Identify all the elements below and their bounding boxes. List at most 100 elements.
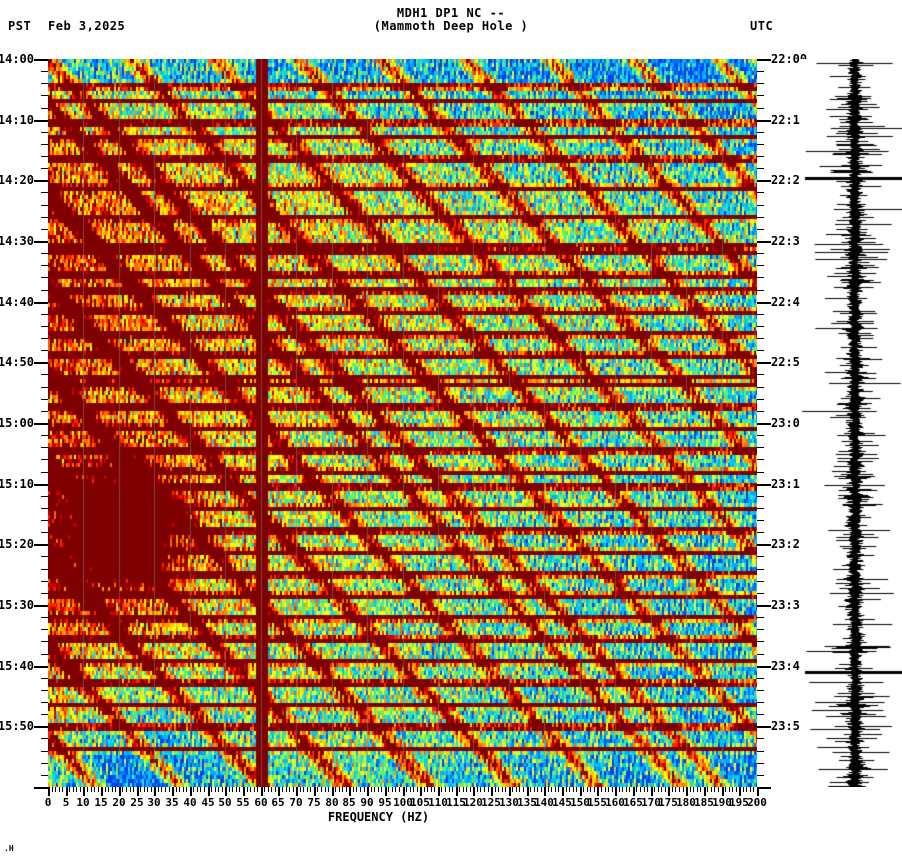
frequency-minor-tick (321, 787, 322, 792)
frequency-minor-tick (140, 787, 141, 792)
time-axis-minor-tick (757, 387, 764, 388)
frequency-tick-label: 35 (165, 796, 179, 809)
frequency-minor-tick (268, 787, 269, 792)
time-axis-minor-tick (41, 654, 48, 655)
frequency-tick-label: 115 (446, 796, 466, 809)
frequency-minor-tick (665, 787, 666, 792)
frequency-minor-tick (59, 787, 60, 792)
frequency-minor-tick (282, 787, 283, 792)
frequency-major-tick (243, 787, 245, 796)
time-axis-minor-tick (757, 374, 764, 375)
time-axis-minor-tick (757, 702, 764, 703)
time-axis-minor-tick (41, 132, 48, 133)
time-axis-minor-tick (757, 763, 764, 764)
frequency-major-tick (48, 787, 50, 796)
time-axis-minor-tick (757, 447, 764, 448)
time-axis-minor-tick (41, 751, 48, 752)
frequency-minor-tick (459, 787, 460, 792)
time-axis-minor-tick (757, 399, 764, 400)
frequency-major-tick (314, 787, 316, 796)
time-tick-label-utc: 22:30 (771, 234, 808, 248)
time-tick-label-pst: 14:20 (0, 173, 34, 187)
frequency-major-tick (420, 787, 422, 796)
time-axis-minor-tick (757, 435, 764, 436)
time-axis-major-tick (34, 787, 48, 789)
frequency-tick-label: 85 (342, 796, 356, 809)
frequency-minor-tick (80, 787, 81, 792)
frequency-minor-tick (183, 787, 184, 792)
time-axis-minor-tick (41, 277, 48, 278)
time-tick-label-pst: 15:20 (0, 537, 34, 551)
time-axis-minor-tick (757, 629, 764, 630)
frequency-tick-label: 15 (94, 796, 108, 809)
frequency-tick-label: 40 (183, 796, 197, 809)
time-axis-minor-tick (41, 775, 48, 776)
frequency-minor-tick (434, 787, 435, 792)
frequency-minor-tick (697, 787, 698, 792)
frequency-minor-tick (690, 787, 691, 792)
frequency-minor-tick (169, 787, 170, 792)
frequency-minor-tick (236, 787, 237, 792)
frequency-tick-label: 190 (712, 796, 732, 809)
time-axis-minor-tick (757, 350, 764, 351)
frequency-minor-tick (551, 787, 552, 792)
time-axis-minor-tick (41, 641, 48, 642)
time-tick-label-utc: 22:40 (771, 295, 808, 309)
time-axis-minor-tick (757, 265, 764, 266)
frequency-major-tick (66, 787, 68, 796)
frequency-minor-tick (640, 787, 641, 792)
frequency-minor-tick (239, 787, 240, 792)
time-axis-minor-tick (41, 387, 48, 388)
timezone-label-left: PST (8, 19, 32, 33)
frequency-minor-tick (289, 787, 290, 792)
time-axis-major-tick (34, 241, 48, 243)
frequency-minor-tick (271, 787, 272, 792)
frequency-minor-tick (424, 787, 425, 792)
frequency-minor-tick (587, 787, 588, 792)
frequency-tick-label: 75 (307, 796, 321, 809)
frequency-minor-tick (519, 787, 520, 792)
frequency-minor-tick (683, 787, 684, 792)
frequency-minor-tick (452, 787, 453, 792)
time-axis-major-tick (757, 787, 771, 789)
time-axis-minor-tick (757, 581, 764, 582)
frequency-minor-tick (555, 787, 556, 792)
frequency-minor-tick (541, 787, 542, 792)
frequency-minor-tick (215, 787, 216, 792)
frequency-major-tick (154, 787, 156, 796)
time-axis-pst: 14:00 14:10 14:20 14:30 14:40 14:50 15:00 15:10… (0, 53, 48, 789)
time-axis-major-tick (757, 484, 771, 486)
frequency-minor-tick (52, 787, 53, 792)
frequency-minor-tick (647, 787, 648, 792)
frequency-minor-tick (147, 787, 148, 792)
frequency-major-tick (527, 787, 529, 796)
time-axis-major-tick (757, 302, 771, 304)
time-axis-minor-tick (757, 229, 764, 230)
frequency-minor-tick (534, 787, 535, 792)
station-code-title: MDH1 DP1 NC -- (396, 6, 506, 20)
time-tick-label-utc: 23:50 (771, 719, 808, 733)
time-axis-minor-tick (757, 95, 764, 96)
frequency-minor-tick (622, 787, 623, 792)
seismogram-trace (800, 59, 902, 787)
time-axis-minor-tick (41, 253, 48, 254)
frequency-tick-label: 25 (130, 796, 144, 809)
station-name-title: (Mammoth Deep Hole ) (373, 19, 529, 33)
time-axis-minor-tick (41, 326, 48, 327)
time-axis-minor-tick (757, 508, 764, 509)
frequency-minor-tick (410, 787, 411, 792)
frequency-minor-tick (413, 787, 414, 792)
frequency-major-tick (651, 787, 653, 796)
time-tick-label-utc: 22:20 (771, 173, 808, 187)
frequency-minor-tick (658, 787, 659, 792)
frequency-tick-label: 135 (517, 796, 537, 809)
frequency-minor-tick (76, 787, 77, 792)
frequency-minor-tick (364, 787, 365, 792)
time-axis-major-tick (757, 59, 771, 61)
frequency-tick-label: 150 (570, 796, 590, 809)
frequency-minor-tick (62, 787, 63, 792)
frequency-tick-label: 195 (729, 796, 749, 809)
frequency-minor-tick (746, 787, 747, 792)
frequency-tick-label: 120 (463, 796, 483, 809)
time-tick-label-pst: 14:40 (0, 295, 34, 309)
